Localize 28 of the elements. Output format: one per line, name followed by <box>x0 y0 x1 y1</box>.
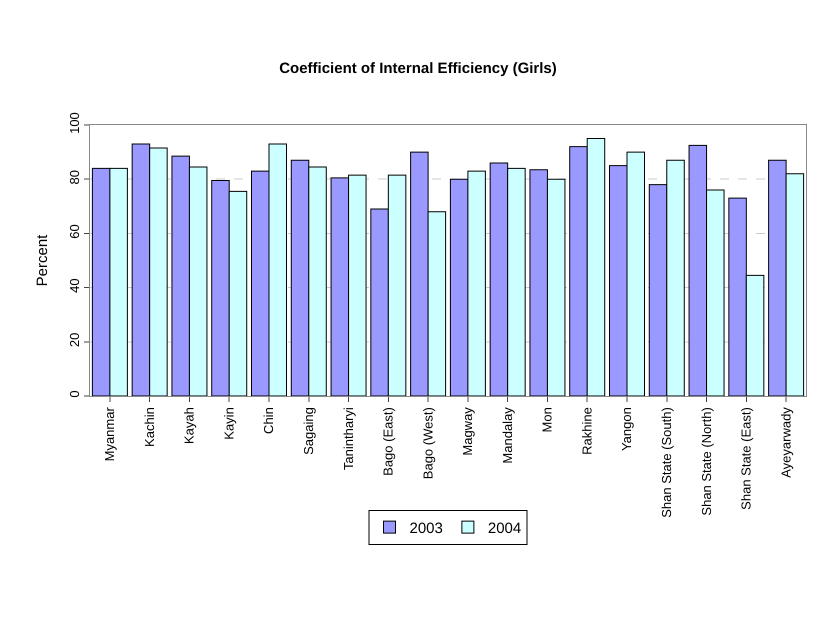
x-tick-label: Kachin <box>142 407 157 447</box>
y-axis-title: Percent <box>34 234 52 286</box>
y-tick-label: 0 <box>66 390 82 398</box>
legend-label: 2004 <box>488 520 522 537</box>
x-tick-label: Chin <box>261 407 276 434</box>
y-tick-label: 80 <box>66 170 82 184</box>
x-tick-label: Shan State (East) <box>738 407 754 510</box>
x-tick-label: Sagaing <box>301 407 316 455</box>
chart-title: Coefficient of Internal Efficiency (Girls) <box>279 60 557 78</box>
x-tick-label: Shan State (North) <box>698 407 714 516</box>
y-tick-label: 60 <box>66 224 82 239</box>
x-tick-label: Mandalay <box>500 406 515 464</box>
x-tick-label: Bago (West) <box>420 407 436 480</box>
x-tick-label: Myanmar <box>102 406 118 462</box>
x-tick-label: Yangon <box>619 407 634 452</box>
legend-label: 2003 <box>410 520 443 537</box>
y-tick-label: 100 <box>66 112 82 134</box>
x-tick-label: Kayin <box>221 407 236 440</box>
x-tick-label: Shan State (South) <box>659 407 674 518</box>
y-tick-label: 40 <box>66 278 82 293</box>
x-tick-label: Mon <box>540 407 555 432</box>
y-tick-label: 20 <box>66 332 82 348</box>
x-tick-label: Bago (East) <box>380 407 396 476</box>
x-tick-label: Tanintharyi <box>340 407 356 470</box>
x-tick-label: Rakhine <box>579 407 594 455</box>
x-tick-label: Ayeyarwady <box>778 406 794 478</box>
x-tick-label: Magway <box>460 406 476 456</box>
x-tick-label: Kayah <box>182 407 197 444</box>
